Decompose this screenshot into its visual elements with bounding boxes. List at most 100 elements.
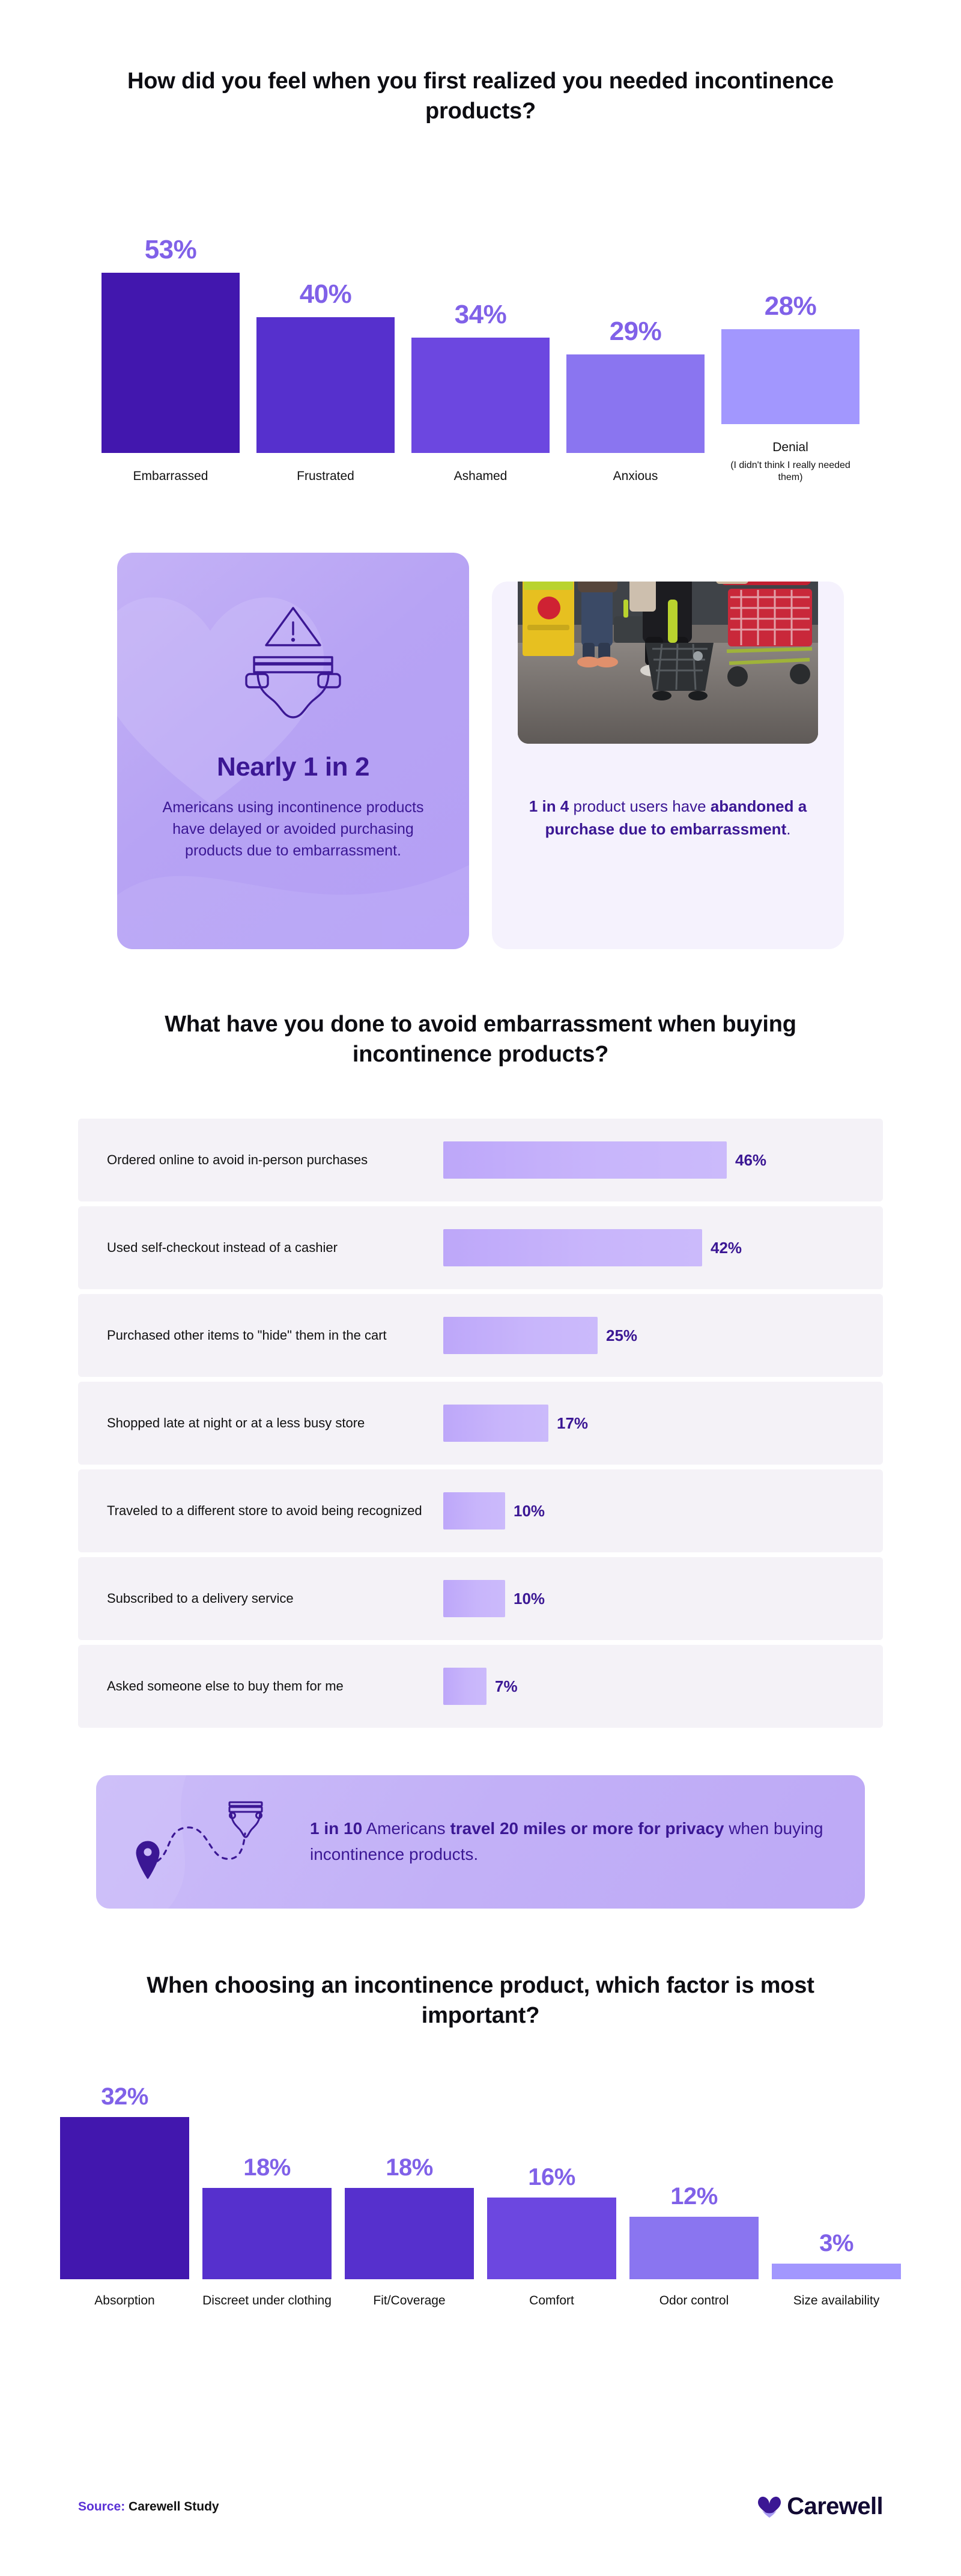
card-headline: Nearly 1 in 2 xyxy=(216,752,370,782)
bar-plot: 29% xyxy=(566,213,705,453)
section-important-factors: When choosing an incontinence product, w… xyxy=(0,1970,961,2309)
row-bar xyxy=(443,1229,702,1267)
bar-plot: 32% xyxy=(60,2081,189,2280)
row-label: Used self-checkout instead of a cashier xyxy=(107,1240,338,1256)
bar-category-label: Anxious xyxy=(613,469,658,483)
bar-value-label: 29% xyxy=(609,316,662,346)
bar-plot: 16% xyxy=(487,2081,616,2280)
bar-group-anxious: 29% Anxious xyxy=(566,213,705,484)
bar-value-label: 18% xyxy=(386,2154,433,2181)
bar-value-label: 53% xyxy=(144,234,197,264)
footer: Source: Carewell Study Carewell xyxy=(0,2493,961,2520)
bar-category-label: Odor control xyxy=(659,2294,729,2308)
card-bold-text: abandoned a purchase due to embarrassmen… xyxy=(545,797,807,838)
bar-value-label: 16% xyxy=(528,2164,575,2191)
bar-rect xyxy=(60,2117,189,2280)
bar-rect xyxy=(102,272,240,453)
map-pin-route-diaper-icon-svg xyxy=(136,1801,263,1879)
bar-category-text: Denial xyxy=(772,440,808,455)
bar-group-comfort: 16% Comfort xyxy=(487,2081,616,2309)
row-label: Subscribed to a delivery service xyxy=(107,1591,294,1606)
feelings-bar-chart: 53% Embarrassed 40% Frustrated 34% Asham… xyxy=(0,184,961,484)
bar-plot: 34% xyxy=(411,213,550,453)
table-row: Ordered online to avoid in-person purcha… xyxy=(78,1119,883,1202)
shopping-carts-photo-svg xyxy=(518,582,818,744)
callout-banner: 1 in 10 Americans travel 20 miles or mor… xyxy=(96,1775,865,1909)
bar-group-ashamed: 34% Ashamed xyxy=(411,213,550,484)
row-bar xyxy=(443,1580,505,1618)
callout-end: when buying incontinence products. xyxy=(310,1819,823,1864)
card-lead-number: 1 in 4 xyxy=(529,797,569,815)
row-label: Traveled to a different store to avoid b… xyxy=(107,1503,422,1519)
bar-rect xyxy=(566,354,705,453)
row-value: 7% xyxy=(495,1677,518,1695)
row-track: 10% xyxy=(443,1492,856,1530)
row-track: 25% xyxy=(443,1317,856,1355)
row-value: 46% xyxy=(735,1150,767,1169)
card-end-text: . xyxy=(786,819,791,838)
bar-plot: 3% xyxy=(772,2081,901,2280)
diaper-warning-icon-svg xyxy=(245,607,341,718)
row-value: 25% xyxy=(606,1326,638,1344)
bar-category-label: Denial (I didn't think I really needed t… xyxy=(721,440,859,484)
bar-value-label: 3% xyxy=(819,2230,853,2257)
brand-name: Carewell xyxy=(787,2493,883,2520)
bar-group-frustrated: 40% Frustrated xyxy=(256,213,395,484)
bar-rect xyxy=(629,2217,759,2280)
table-row: Subscribed to a delivery service 10% xyxy=(78,1557,883,1641)
bar-category-sublabel: (I didn't think I really needed them) xyxy=(730,460,850,483)
row-value: 17% xyxy=(557,1414,589,1432)
bar-category-label: Ashamed xyxy=(453,469,508,483)
bar-group-fit-coverage: 18% Fit/Coverage xyxy=(345,2081,474,2309)
source-credit: Source: Carewell Study xyxy=(78,2500,219,2514)
table-row: Used self-checkout instead of a cashier … xyxy=(78,1206,883,1290)
bar-value-label: 32% xyxy=(101,2083,148,2110)
callout-text: 1 in 10 Americans travel 20 miles or mor… xyxy=(310,1816,826,1867)
factors-bar-chart: 32% Absorption 18% Discreet under clothi… xyxy=(0,2081,961,2309)
bar-group-discreet-under-clothing: 18% Discreet under clothing xyxy=(202,2081,332,2309)
callout-mid: Americans xyxy=(362,1819,450,1838)
bar-rect xyxy=(721,329,859,425)
bar-plot: 40% xyxy=(256,213,395,453)
bar-group-size-availability: 3% Size availability xyxy=(772,2081,901,2309)
bar-group-absorption: 32% Absorption xyxy=(60,2081,189,2309)
card-light-text: 1 in 4 product users have abandoned a pu… xyxy=(523,795,813,840)
heart-logo-icon xyxy=(758,2496,781,2518)
bar-category-label: Frustrated xyxy=(297,469,354,483)
bar-value-label: 34% xyxy=(454,299,507,329)
row-bar xyxy=(443,1405,548,1442)
section-feelings: How did you feel when you first realized… xyxy=(0,66,961,484)
page-title-factors: When choosing an incontinence product, w… xyxy=(147,1973,814,2029)
callout-lead: 1 in 10 xyxy=(310,1819,363,1838)
row-label: Asked someone else to buy them for me xyxy=(107,1678,344,1694)
bar-category-label: Size availability xyxy=(793,2294,880,2308)
bar-value-label: 28% xyxy=(764,291,817,321)
section-travel-callout: 1 in 10 Americans travel 20 miles or mor… xyxy=(0,1775,961,1909)
bar-rect xyxy=(487,2198,616,2280)
bar-rect xyxy=(256,317,395,453)
bar-group-embarrassed: 53% Embarrassed xyxy=(102,213,240,484)
diaper-warning-icon xyxy=(148,600,438,726)
bar-plot: 18% xyxy=(345,2081,474,2280)
bar-group-denial: 28% Denial (I didn't think I really need… xyxy=(721,184,859,484)
callout-bold: travel 20 miles or more for privacy xyxy=(450,1819,724,1838)
bar-rect xyxy=(772,2264,901,2280)
row-value: 10% xyxy=(514,1589,545,1608)
row-track: 17% xyxy=(443,1405,856,1442)
bar-category-label: Discreet under clothing xyxy=(202,2294,332,2308)
avoidance-bar-chart: Ordered online to avoid in-person purcha… xyxy=(0,1119,961,1728)
row-track: 10% xyxy=(443,1580,856,1618)
bar-plot: 12% xyxy=(629,2081,759,2280)
bar-category-label: Absorption xyxy=(94,2294,155,2308)
map-pin-route-diaper-icon xyxy=(130,1791,310,1893)
row-bar xyxy=(443,1141,727,1179)
bar-category-label: Comfort xyxy=(529,2294,574,2308)
brand-logo: Carewell xyxy=(758,2493,884,2520)
row-bar xyxy=(443,1492,505,1530)
row-bar xyxy=(443,1317,598,1355)
table-row: Shopped late at night or at a less busy … xyxy=(78,1382,883,1465)
section-avoidance-behaviors: What have you done to avoid embarrassmen… xyxy=(0,1009,961,1728)
row-track: 7% xyxy=(443,1668,856,1706)
table-row: Traveled to a different store to avoid b… xyxy=(78,1469,883,1553)
